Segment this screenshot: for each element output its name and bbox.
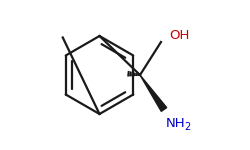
Polygon shape [140, 75, 167, 111]
Text: OH: OH [169, 29, 190, 42]
Text: 2: 2 [184, 122, 190, 132]
Text: NH: NH [166, 117, 185, 130]
